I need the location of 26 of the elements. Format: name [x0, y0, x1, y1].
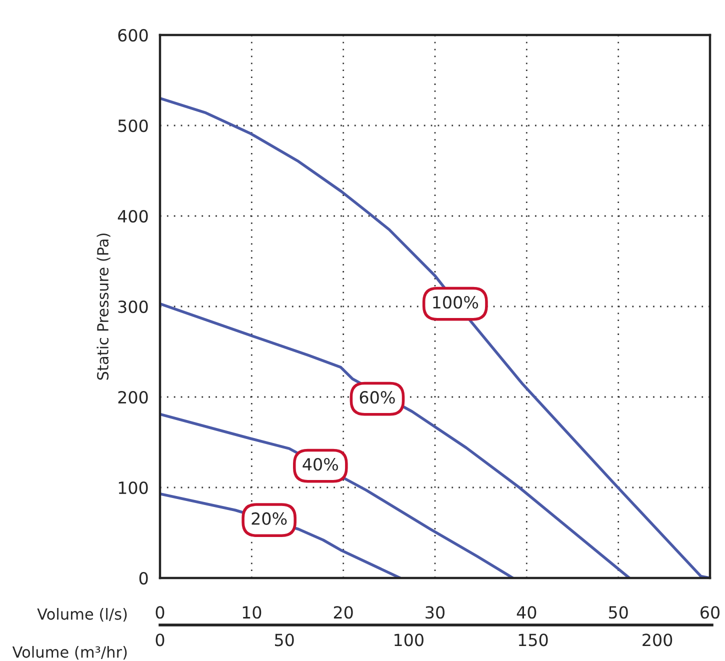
x-tick-label: 30	[426, 606, 444, 619]
annotation: 40%	[302, 458, 338, 471]
x-tick-label: 20	[334, 606, 353, 619]
x2-tick-label: 50	[275, 634, 294, 646]
y-tick-label: 0	[139, 572, 148, 585]
x-tick-label: 10	[242, 606, 262, 619]
x2-tick-label: 200	[642, 634, 672, 646]
y-tick-label: 500	[118, 119, 148, 132]
y-tick-label: 600	[118, 28, 148, 42]
y-tick-label: 300	[118, 300, 148, 314]
y-tick-label: 200	[118, 390, 148, 404]
x2-tick-label: 0	[156, 634, 164, 646]
x2-tick-label: 150	[518, 634, 548, 646]
x-axis-title: Volume (l/s)	[37, 608, 127, 622]
annotation: 20%	[252, 512, 287, 525]
x-tick-label: 60	[700, 606, 720, 619]
y-tick-label: 400	[118, 210, 148, 223]
x-tick-label: 0	[156, 606, 164, 619]
y-tick-label: 100	[118, 481, 148, 494]
x2-axis-title: Volume (m³/hr)	[12, 646, 127, 660]
annotation: 60%	[360, 391, 395, 404]
annotation: 100%	[433, 296, 478, 309]
x-tick-label: 50	[609, 606, 628, 619]
x2-tick-label: 100	[394, 634, 424, 646]
y-axis-title: Static Pressure (Pa)	[96, 234, 110, 380]
x-tick-label: 40	[516, 606, 536, 619]
